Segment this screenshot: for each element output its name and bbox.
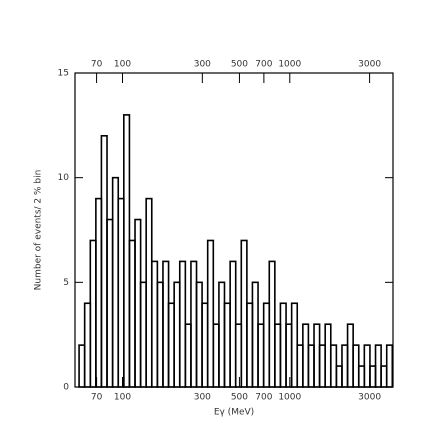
- histogram-bar: [156, 281, 164, 388]
- x-tick-label: 700: [255, 393, 272, 403]
- x-tick-label-top: 100: [114, 60, 131, 70]
- histogram-bar: [302, 323, 310, 388]
- y-axis-label: Number of events/ 2 % bin: [34, 170, 44, 291]
- histogram-bar: [363, 344, 371, 388]
- histogram-bar: [290, 302, 299, 388]
- histogram-bar: [296, 344, 304, 388]
- histogram-bar: [123, 114, 131, 388]
- histogram-bar: [89, 239, 97, 388]
- histogram-bar: [240, 239, 248, 388]
- y-tick-label: 5: [63, 278, 69, 288]
- histogram-bar: [145, 197, 153, 388]
- histogram-bar: [195, 281, 203, 388]
- histogram-bar: [380, 365, 388, 388]
- histogram-bar: [128, 239, 136, 388]
- x-tick-label: 300: [194, 393, 211, 403]
- histogram-bar: [150, 260, 159, 388]
- histogram-bar: [285, 323, 293, 388]
- histogram-bar: [346, 323, 354, 388]
- x-tick-label: 3000: [358, 393, 381, 403]
- histogram-bar: [279, 302, 287, 388]
- histogram-bar: [335, 365, 343, 388]
- y-tick-label: 10: [58, 173, 70, 183]
- y-tick-label: 15: [58, 69, 69, 79]
- x-tick-label: 100: [114, 393, 131, 403]
- x-tick-label-top: 300: [194, 60, 211, 70]
- histogram-bar: [83, 302, 92, 388]
- histogram-bar: [184, 323, 192, 388]
- histogram-bar: [268, 260, 276, 388]
- x-tick-label: 500: [231, 393, 248, 403]
- histogram-bar: [229, 260, 237, 388]
- histogram-bar: [341, 344, 349, 388]
- histogram-bar: [134, 218, 142, 388]
- histogram-bar: [257, 323, 265, 388]
- histogram-bar: [251, 281, 259, 388]
- x-tick-label: 70: [91, 393, 103, 403]
- x-tick-label-top: 70: [91, 60, 103, 70]
- histogram-bar: [162, 260, 170, 388]
- histogram-bar: [352, 344, 360, 388]
- histogram-bar: [78, 344, 86, 388]
- histogram-bar: [307, 344, 315, 388]
- histogram-bar: [178, 260, 187, 388]
- histogram-bar: [223, 302, 231, 388]
- histogram-bar: [357, 365, 366, 388]
- histogram-bar: [313, 323, 321, 388]
- histogram-bar: [374, 344, 382, 388]
- histogram-bar: [218, 281, 226, 388]
- histogram-bar: [369, 365, 377, 388]
- histogram-bar: [234, 323, 243, 388]
- histogram-bar: [246, 302, 254, 388]
- histogram-bar: [117, 197, 125, 388]
- histogram-bar: [212, 323, 220, 388]
- histogram-bar: [100, 135, 108, 388]
- x-tick-label-top: 1000: [278, 60, 301, 70]
- histogram-bar: [318, 344, 326, 388]
- histogram-bar: [111, 176, 120, 388]
- x-tick-label-top: 500: [231, 60, 248, 70]
- x-tick-label-top: 3000: [358, 60, 381, 70]
- x-tick-label: 1000: [278, 393, 301, 403]
- histogram-bar: [167, 302, 175, 388]
- plot-frame: [74, 72, 394, 388]
- histogram-bar: [206, 239, 215, 388]
- histogram-bar: [324, 323, 332, 388]
- x-tick-label-top: 700: [255, 60, 272, 70]
- x-axis-label: Eγ (MeV): [214, 408, 254, 418]
- histogram-bar: [385, 344, 394, 388]
- histogram-bar: [274, 323, 282, 388]
- histogram-bar: [139, 281, 147, 388]
- histogram-bar: [190, 260, 198, 388]
- histogram-bar: [95, 197, 103, 388]
- histogram-bar: [329, 344, 338, 388]
- histogram-bar: [173, 281, 181, 388]
- y-tick-label: 0: [63, 383, 69, 393]
- histogram-bar: [106, 218, 114, 388]
- histogram-bar: [262, 302, 271, 388]
- histogram-bar: [201, 302, 209, 388]
